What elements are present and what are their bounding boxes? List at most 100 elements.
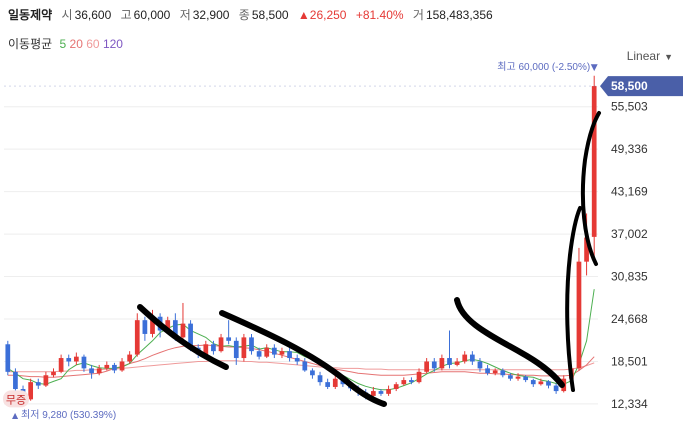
candle [264, 347, 270, 357]
candle [332, 378, 338, 387]
scale-selector[interactable]: Linear ▼ [627, 49, 673, 63]
candle [203, 344, 209, 355]
candle [165, 320, 171, 331]
candle [431, 361, 437, 369]
candle [317, 375, 323, 383]
candle [35, 382, 41, 386]
price-change: ▲26,250 [297, 8, 347, 22]
candle [485, 368, 490, 374]
candle [218, 337, 224, 352]
hand-drawn-strokes [137, 111, 601, 407]
chevron-down-icon: ▼ [664, 52, 673, 62]
y-tick-label: 37,002 [611, 227, 648, 241]
candle [271, 347, 277, 355]
ma-period-60: 60 [86, 37, 100, 51]
y-tick-label: 49,336 [611, 142, 648, 156]
candle [104, 364, 110, 369]
grid-lines [4, 106, 598, 405]
candle [393, 384, 399, 390]
price-change-pct: +81.40% [355, 8, 404, 22]
current-price-badge [600, 76, 683, 97]
ma-period-5: 5 [59, 37, 67, 51]
candle [119, 361, 125, 371]
candle [591, 86, 597, 237]
ma-period-120: 120 [102, 37, 123, 51]
y-axis: 12,334 18,501 24,668 30,835 37,002 43,169 49,3… [611, 100, 648, 411]
stock-quote-header: 일동제약 시 36,600 고 60,000 저 32,900 종 58,500 ▲26… [8, 6, 499, 23]
candle [447, 358, 452, 365]
candle [469, 354, 475, 362]
moving-average-label: 이동평균 [8, 37, 53, 51]
candle [134, 320, 140, 355]
close-value: 58,500 [251, 8, 289, 22]
candle [310, 370, 315, 376]
marker-badge [3, 390, 30, 408]
candle [211, 344, 216, 352]
stock-name: 일동제약 [8, 8, 53, 22]
candle [226, 337, 232, 341]
candle [241, 337, 247, 359]
candle [302, 361, 308, 371]
candle [142, 320, 148, 334]
ma-period-20: 20 [69, 37, 83, 51]
hand-stroke [580, 111, 601, 266]
y-tick-label: 18,501 [611, 354, 648, 368]
volume-value: 158,483,356 [425, 8, 493, 22]
candle [508, 375, 513, 379]
candle [89, 368, 94, 374]
scale-selector-label: Linear [626, 49, 661, 63]
y-tick-label: 43,169 [611, 185, 648, 199]
candle [401, 380, 407, 385]
ma20-line [7, 344, 595, 378]
candle [546, 381, 551, 386]
candle [279, 351, 285, 355]
low-annotation: 최저 9,280 (530.39%) [21, 409, 116, 421]
candle [112, 364, 117, 371]
down-arrow-icon: ▼ [591, 63, 598, 73]
open-label: 시 [61, 8, 73, 22]
open-value: 36,600 [74, 8, 112, 22]
candle [530, 380, 536, 385]
volume-label: 거 [412, 8, 424, 22]
candle [28, 382, 34, 400]
candle [553, 385, 559, 392]
y-tick-label: 12,334 [611, 397, 648, 411]
high-annotation: 최고 60,000 (-2.50%) [497, 61, 590, 73]
hand-stroke [219, 310, 387, 407]
candle [462, 354, 468, 362]
candle [81, 356, 87, 369]
candle [5, 344, 11, 372]
candle [249, 337, 254, 352]
candle [454, 361, 460, 365]
candle [416, 371, 422, 383]
ma60-line [7, 360, 595, 373]
candle [584, 237, 589, 262]
candle [515, 376, 521, 379]
candle [233, 340, 239, 359]
candle [294, 358, 300, 362]
low-label: 저 [179, 8, 191, 22]
candle [188, 323, 193, 348]
y-tick-label: 24,668 [611, 312, 648, 326]
candle [172, 320, 178, 338]
hand-stroke [565, 206, 582, 392]
candle [43, 375, 49, 386]
hand-stroke [454, 297, 565, 388]
candle [150, 316, 155, 334]
up-arrow-icon: ▲ [12, 411, 19, 420]
candle [180, 323, 186, 338]
y-tick-label: 55,503 [611, 100, 648, 114]
moving-average-legend[interactable]: 이동평균 5 20 60 120 [8, 35, 123, 52]
y-tick-label: 30,835 [611, 270, 648, 284]
hand-stroke [137, 304, 229, 370]
candle [127, 354, 133, 362]
candle [256, 351, 262, 357]
candle [409, 380, 414, 383]
candle [58, 358, 64, 372]
candle [439, 358, 445, 369]
candle [576, 261, 582, 369]
annotations: 최고 60,000 (-2.50%) ▼ ▲ 최저 9,280 (530.39%) 무증… [3, 61, 683, 421]
candle [287, 351, 292, 359]
candle [51, 371, 56, 376]
